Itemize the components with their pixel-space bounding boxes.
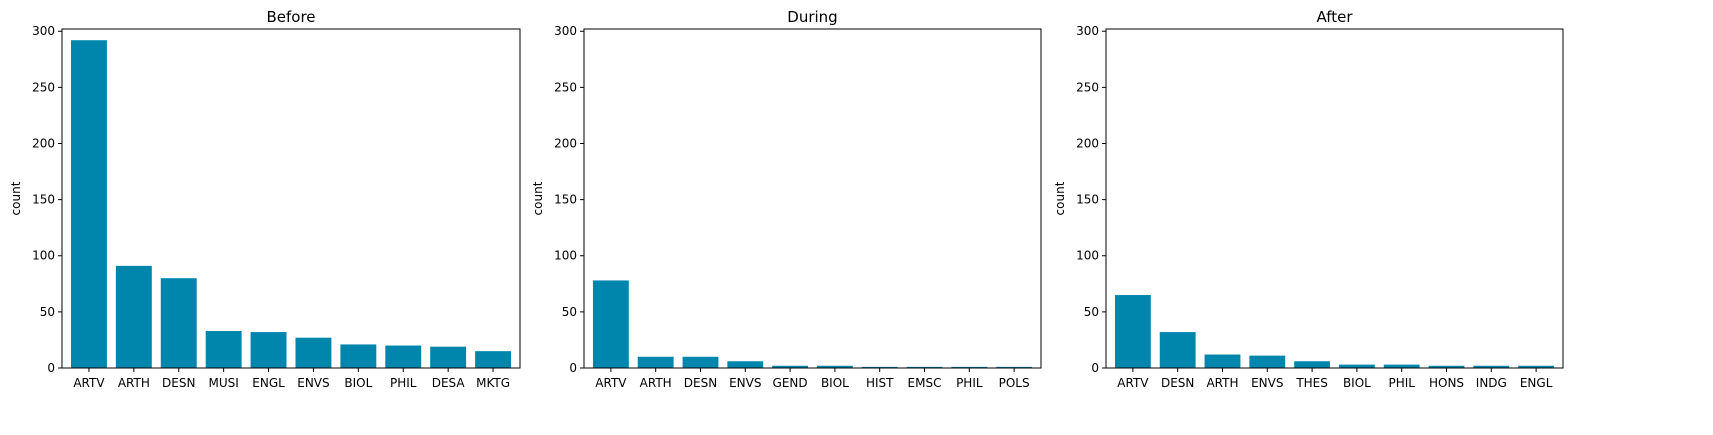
y-tick-label: 100: [554, 249, 577, 263]
x-tick-label: DESN: [1161, 376, 1194, 390]
bar-gend: [772, 365, 809, 368]
x-tick-label: ARTV: [1117, 376, 1149, 390]
x-tick-label: ARTH: [640, 376, 672, 390]
bar-phil: [1383, 364, 1420, 368]
x-tick-label: INDG: [1476, 376, 1507, 390]
chart-title: After: [1316, 8, 1353, 26]
y-tick-label: 50: [562, 305, 577, 319]
bar-artv: [1114, 295, 1151, 368]
chart-panel-after: After count ARTV DESN ARTH ENVS THES BIOL PHIL…: [1053, 8, 1564, 390]
x-tick-label: EMSC: [908, 376, 942, 390]
x-tick-label: ARTV: [73, 376, 105, 390]
x-tick-label: PHIL: [956, 376, 983, 390]
x-tick-label: BIOL: [344, 376, 372, 390]
chart-panel-during: During count ARTV ARTH DESN ENVS GEND BIOL HIS…: [531, 8, 1042, 390]
y-tick-label: 100: [32, 249, 55, 263]
plot-frame: [61, 28, 521, 369]
x-tick-label: BIOL: [821, 376, 849, 390]
bar-envs: [727, 361, 764, 368]
bar-envs: [1249, 355, 1286, 368]
x-tick-label: PHIL: [390, 376, 417, 390]
bar-arth: [637, 356, 674, 368]
bar-thes: [1294, 361, 1331, 368]
x-tick-label: POLS: [999, 376, 1030, 390]
plot-frame: [583, 28, 1042, 369]
plot-frame: [1105, 28, 1564, 369]
y-tick-label: 150: [1076, 193, 1099, 207]
bar-engl: [250, 332, 287, 368]
y-tick-label: 250: [1076, 80, 1099, 94]
y-tick-label: 300: [1076, 24, 1099, 38]
x-tick-label: HONS: [1429, 376, 1464, 390]
y-tick-label: 200: [32, 136, 55, 150]
y-tick-label: 50: [1084, 305, 1099, 319]
bar-arth: [1204, 354, 1241, 368]
bar-hons: [1428, 365, 1465, 368]
x-tick-label: THES: [1295, 376, 1328, 390]
y-tick-label: 150: [554, 193, 577, 207]
x-tick-label: ARTV: [595, 376, 627, 390]
y-tick-label: 200: [554, 136, 577, 150]
y-tick-label: 300: [32, 24, 55, 38]
bar-biol: [816, 365, 853, 368]
bar-desn: [160, 278, 197, 368]
y-tick-label: 250: [554, 80, 577, 94]
y-tick-label: 250: [32, 80, 55, 94]
x-tick-label: ARTH: [1206, 376, 1238, 390]
bar-musi: [205, 330, 242, 368]
x-tick-label: PHIL: [1388, 376, 1415, 390]
bar-biol: [340, 344, 377, 368]
x-tick-label: ENGL: [1520, 376, 1553, 390]
x-tick-label: ENVS: [729, 376, 761, 390]
y-tick-label: 150: [32, 193, 55, 207]
bar-biol: [1338, 364, 1375, 368]
x-tick-label: BIOL: [1343, 376, 1371, 390]
bar-mktg: [475, 351, 512, 368]
y-tick-label: 50: [40, 305, 55, 319]
x-tick-label: DESN: [162, 376, 195, 390]
bar-artv: [70, 40, 107, 368]
x-tick-label: DESN: [684, 376, 717, 390]
x-tick-label: ENGL: [252, 376, 285, 390]
y-tick-label: 300: [554, 24, 577, 38]
bar-engl: [1518, 365, 1555, 368]
y-axis-label: count: [531, 181, 545, 215]
bar-pols: [996, 366, 1033, 368]
x-tick-label: HIST: [866, 376, 894, 390]
bar-indg: [1473, 365, 1510, 368]
chart-title: Before: [266, 8, 315, 26]
chart-title: During: [787, 8, 837, 26]
bar-emsc: [906, 366, 943, 368]
bar-desn: [682, 356, 719, 368]
y-tick-label: 0: [1091, 361, 1099, 375]
x-tick-label: ARTH: [118, 376, 150, 390]
x-tick-label: MUSI: [208, 376, 238, 390]
bar-hist: [861, 366, 898, 368]
bar-phil: [951, 366, 988, 368]
y-axis-label: count: [1053, 181, 1067, 215]
x-tick-label: DESA: [432, 376, 466, 390]
x-tick-label: GEND: [773, 376, 808, 390]
chart-panel-before: Before count ARTV ARTH DESN MUSI ENGL ENVS BIO…: [9, 8, 521, 390]
y-tick-label: 0: [569, 361, 577, 375]
x-tick-label: ENVS: [1251, 376, 1283, 390]
bar-desn: [1159, 332, 1196, 368]
y-tick-label: 100: [1076, 249, 1099, 263]
x-tick-label: MKTG: [476, 376, 510, 390]
bar-desa: [430, 346, 467, 368]
y-tick-label: 0: [47, 361, 55, 375]
bar-phil: [385, 345, 422, 368]
y-tick-label: 200: [1076, 136, 1099, 150]
y-axis-label: count: [9, 181, 23, 215]
bar-envs: [295, 337, 332, 368]
x-tick-label: ENVS: [297, 376, 329, 390]
bar-artv: [592, 280, 629, 368]
bar-arth: [115, 265, 152, 368]
